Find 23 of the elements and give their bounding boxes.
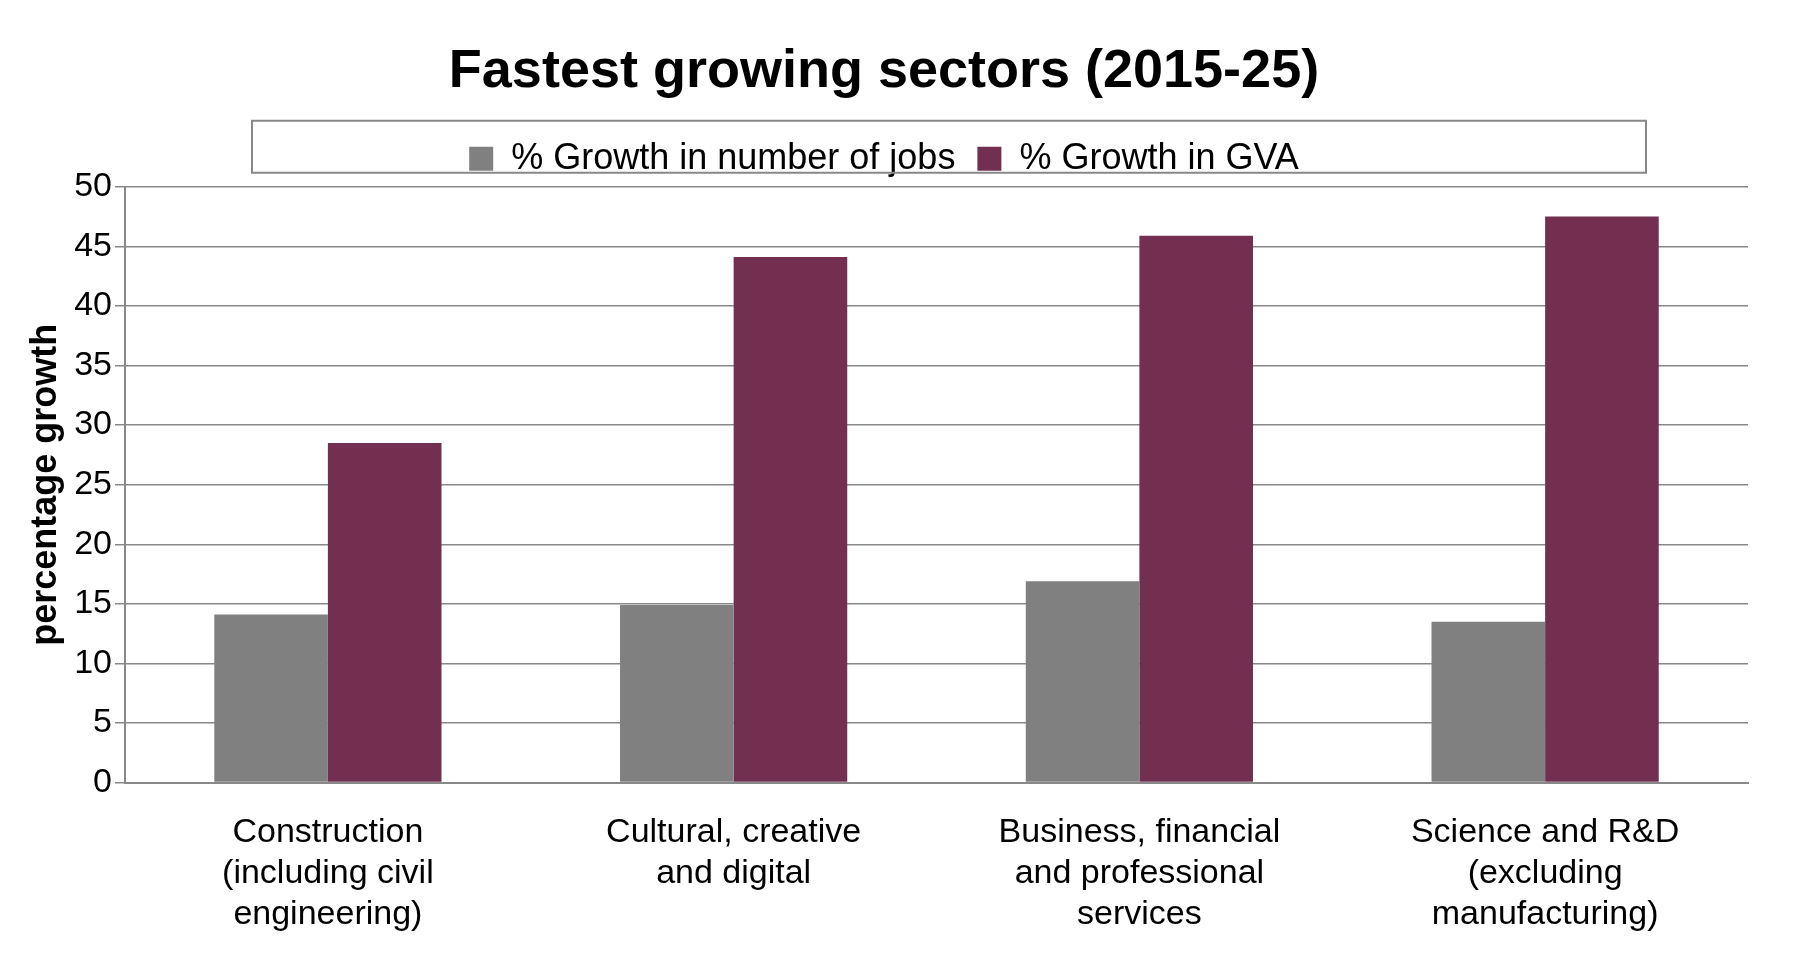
y-tick-label: 40 bbox=[74, 284, 113, 323]
y-tick-label: 20 bbox=[74, 522, 113, 561]
chart-title: Fastest growing sectors (2015-25) bbox=[448, 38, 1320, 99]
x-tick-label: Business, financial and professional services bbox=[998, 811, 1281, 931]
x-tick-label: Construction (including civil engineering) bbox=[222, 811, 434, 931]
y-tick-label: 30 bbox=[74, 403, 113, 442]
bar bbox=[1545, 216, 1659, 782]
bar bbox=[327, 442, 442, 782]
y-tick-label: 45 bbox=[74, 224, 113, 263]
y-tick-label: 35 bbox=[74, 343, 113, 382]
x-tick-label: Cultural, creative and digital bbox=[606, 811, 862, 891]
y-tick-label: 50 bbox=[74, 165, 113, 204]
legend-label: % Growth in number of jobs bbox=[511, 135, 956, 177]
legend-label: % Growth in GVA bbox=[1019, 135, 1299, 177]
y-tick-label: 5 bbox=[93, 701, 113, 740]
y-tick-label: 10 bbox=[74, 641, 113, 680]
bar bbox=[1139, 235, 1253, 782]
y-tick-label: 15 bbox=[74, 582, 113, 621]
y-tick-label: 25 bbox=[74, 463, 113, 502]
y-tick-label: 0 bbox=[93, 760, 113, 799]
bar bbox=[733, 257, 848, 782]
x-tick-label: Science and R&D (excluding manufacturing) bbox=[1410, 811, 1680, 931]
y-axis-title: percentage growth bbox=[22, 323, 64, 646]
